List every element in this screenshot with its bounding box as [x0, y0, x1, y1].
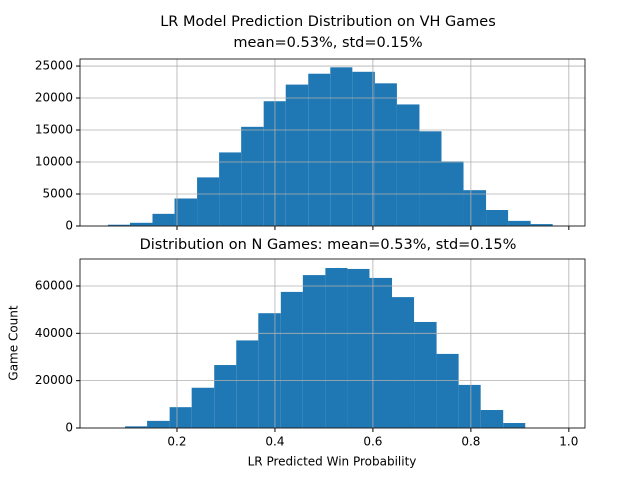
- bar: [508, 220, 531, 226]
- y-tick-label: 20000: [35, 91, 73, 105]
- bar: [396, 104, 420, 226]
- bar: [241, 126, 264, 226]
- bar: [174, 198, 198, 226]
- bar: [191, 387, 215, 428]
- bar: [392, 297, 415, 428]
- bar: [347, 268, 370, 428]
- x-tick-label: 0.2: [167, 435, 186, 449]
- axes-frame: [79, 58, 586, 227]
- bar: [219, 152, 242, 226]
- x-axis-label: LR Predicted Win Probability: [248, 455, 417, 469]
- bar: [463, 190, 487, 226]
- x-tick-label: 0.4: [265, 435, 284, 449]
- y-tick-label: 0: [65, 219, 73, 233]
- y-tick-label: 5000: [42, 187, 73, 201]
- bar: [285, 84, 309, 226]
- bar: [197, 177, 220, 226]
- x-tick-label: 0.6: [363, 435, 382, 449]
- bar: [369, 277, 393, 428]
- bar: [530, 224, 553, 226]
- y-tick-label: 0: [65, 421, 73, 435]
- y-tick-label: 15000: [35, 123, 73, 137]
- chart-title: LR Model Prediction Distribution on VH G…: [160, 14, 496, 30]
- bar: [214, 365, 237, 428]
- bar: [308, 73, 331, 226]
- y-tick-label: 10000: [35, 155, 73, 169]
- bar: [107, 224, 130, 226]
- bar: [129, 222, 153, 226]
- chart-title: Distribution on N Games: mean=0.53%, std…: [140, 237, 517, 253]
- bar: [436, 353, 459, 428]
- bar: [236, 340, 259, 428]
- y-axis-label: Game Count: [7, 305, 21, 380]
- chart-subtitle: mean=0.53%, std=0.15%: [233, 35, 422, 51]
- bar: [503, 423, 526, 428]
- bar: [486, 210, 509, 226]
- x-tick-label: 0.8: [461, 435, 480, 449]
- y-tick-label: 60000: [35, 278, 73, 292]
- bar: [147, 420, 170, 428]
- bar: [374, 83, 397, 226]
- bar: [330, 67, 353, 226]
- bar: [125, 426, 148, 428]
- bar: [302, 275, 326, 428]
- y-tick-label: 25000: [35, 59, 73, 73]
- bar: [352, 71, 375, 226]
- bar: [419, 131, 442, 226]
- bar: [480, 410, 504, 428]
- y-tick-label: 20000: [35, 373, 73, 387]
- bar: [458, 384, 481, 428]
- bar: [152, 213, 175, 226]
- axes-frame: [79, 258, 586, 429]
- x-tick-label: 1.0: [559, 435, 578, 449]
- y-tick-label: 40000: [35, 326, 73, 340]
- bar: [280, 291, 303, 428]
- bar: [258, 313, 281, 428]
- bar: [325, 267, 348, 428]
- bar: [169, 407, 192, 428]
- bar: [414, 321, 437, 428]
